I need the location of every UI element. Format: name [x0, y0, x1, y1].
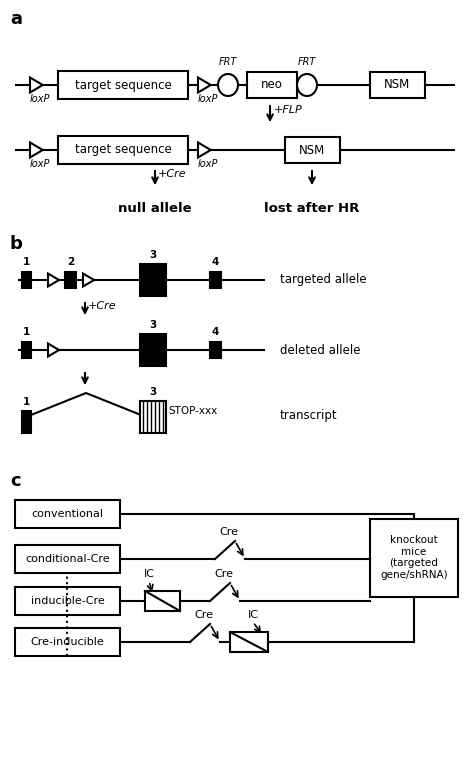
Polygon shape	[48, 343, 59, 357]
Text: target sequence: target sequence	[74, 79, 172, 92]
Text: FRT: FRT	[219, 57, 237, 67]
Text: IC: IC	[144, 569, 155, 579]
Polygon shape	[198, 142, 211, 158]
Text: FRT: FRT	[298, 57, 316, 67]
Text: IC: IC	[247, 610, 258, 620]
Text: null allele: null allele	[118, 202, 192, 215]
Text: a: a	[10, 10, 22, 28]
Text: Cre: Cre	[219, 527, 238, 537]
Text: +Cre: +Cre	[88, 301, 117, 311]
Text: deleted allele: deleted allele	[280, 343, 361, 357]
Text: lost after HR: lost after HR	[264, 202, 360, 215]
Text: NSM: NSM	[300, 143, 326, 156]
Text: 3: 3	[149, 387, 156, 397]
Text: loxP: loxP	[198, 94, 219, 104]
Bar	[140, 264, 166, 296]
Bar	[15, 628, 120, 656]
Text: conditional-Cre: conditional-Cre	[25, 554, 110, 564]
Bar	[140, 334, 166, 366]
Bar	[210, 342, 221, 358]
Text: neo: neo	[261, 79, 283, 92]
Text: loxP: loxP	[30, 159, 50, 169]
Bar	[22, 342, 31, 358]
Text: loxP: loxP	[198, 159, 219, 169]
Bar	[370, 518, 458, 597]
Bar	[145, 591, 180, 611]
Text: 1: 1	[23, 327, 30, 337]
Text: b: b	[10, 235, 23, 253]
Bar	[22, 411, 31, 433]
Text: 3: 3	[149, 320, 156, 330]
Bar	[15, 500, 120, 528]
Text: +Cre: +Cre	[158, 169, 187, 179]
Polygon shape	[30, 78, 43, 92]
Text: +FLP: +FLP	[274, 105, 303, 115]
Polygon shape	[198, 78, 211, 92]
Text: NSM: NSM	[384, 79, 410, 92]
Text: conventional: conventional	[31, 509, 103, 519]
Bar	[370, 72, 425, 98]
Text: Cre: Cre	[194, 610, 213, 620]
Bar	[15, 545, 120, 573]
Bar	[210, 272, 221, 288]
Bar	[58, 136, 188, 164]
Text: 2: 2	[67, 257, 74, 267]
Bar	[58, 71, 188, 99]
Bar	[247, 72, 297, 98]
Text: transcript: transcript	[280, 409, 337, 421]
Text: 4: 4	[212, 257, 219, 267]
Bar	[22, 272, 31, 288]
Bar	[230, 632, 268, 652]
Text: Cre-inducible: Cre-inducible	[31, 637, 104, 647]
Text: targeted allele: targeted allele	[280, 273, 366, 286]
Text: knockout
mice
(targeted
gene/shRNA): knockout mice (targeted gene/shRNA)	[380, 535, 448, 580]
Text: Cre: Cre	[215, 569, 234, 579]
Polygon shape	[30, 142, 43, 158]
Bar	[140, 401, 166, 433]
Bar	[285, 137, 340, 163]
Text: STOP-xxx: STOP-xxx	[168, 406, 217, 416]
Bar	[15, 587, 120, 615]
Polygon shape	[48, 273, 59, 286]
Ellipse shape	[297, 74, 317, 96]
Text: 1: 1	[23, 257, 30, 267]
Text: 1: 1	[23, 397, 30, 407]
Polygon shape	[83, 273, 94, 286]
Text: c: c	[10, 472, 21, 490]
Bar	[65, 272, 76, 288]
Text: 3: 3	[149, 250, 156, 260]
Text: 4: 4	[212, 327, 219, 337]
Text: inducible-Cre: inducible-Cre	[31, 596, 104, 606]
Text: loxP: loxP	[30, 94, 50, 104]
Ellipse shape	[218, 74, 238, 96]
Text: target sequence: target sequence	[74, 143, 172, 156]
